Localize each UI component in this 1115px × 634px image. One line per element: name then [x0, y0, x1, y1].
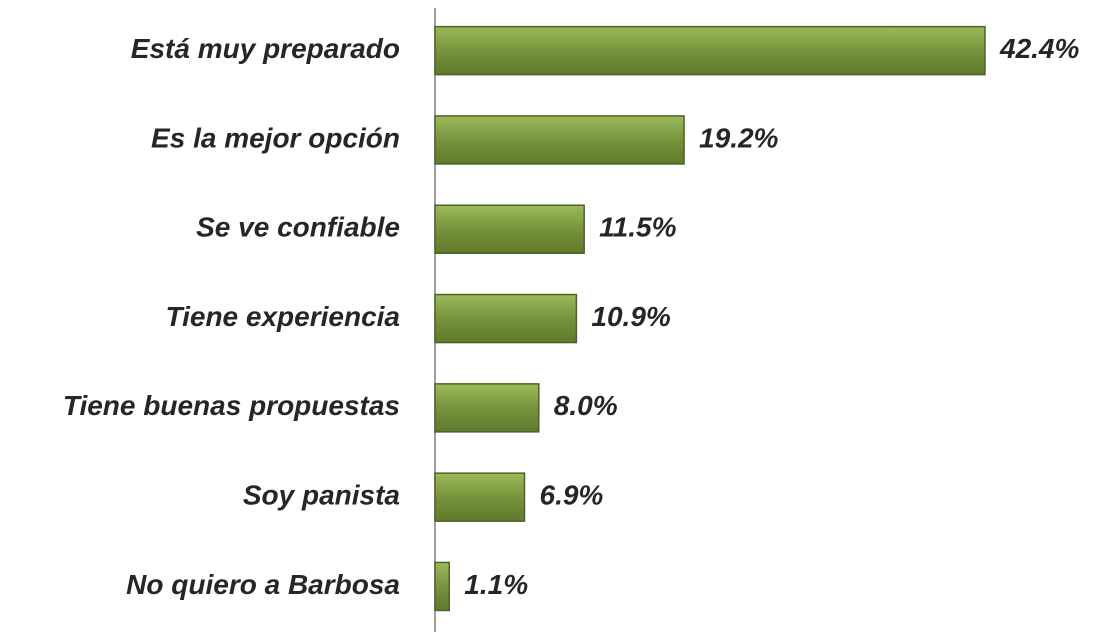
category-label: Soy panista — [243, 480, 400, 511]
category-label: Se ve confiable — [196, 212, 400, 243]
bar — [434, 25, 986, 76]
bar — [434, 293, 578, 344]
value-label: 10.9% — [591, 301, 670, 332]
bar — [434, 383, 540, 433]
value-label: 6.9% — [540, 480, 604, 511]
bar — [434, 472, 526, 522]
category-label: Tiene experiencia — [166, 301, 401, 332]
category-label: Es la mejor opción — [151, 122, 400, 153]
category-label: Tiene buenas propuestas — [63, 390, 400, 421]
bar — [434, 561, 451, 612]
value-label: 8.0% — [554, 390, 618, 421]
value-label: 19.2% — [699, 122, 778, 153]
value-label: 1.1% — [464, 569, 528, 600]
bar — [434, 204, 585, 254]
category-label: No quiero a Barbosa — [126, 569, 400, 600]
bar — [434, 115, 685, 165]
category-label: Está muy preparado — [131, 33, 400, 64]
value-label: 42.4% — [999, 33, 1079, 64]
value-label: 11.5% — [599, 212, 676, 243]
